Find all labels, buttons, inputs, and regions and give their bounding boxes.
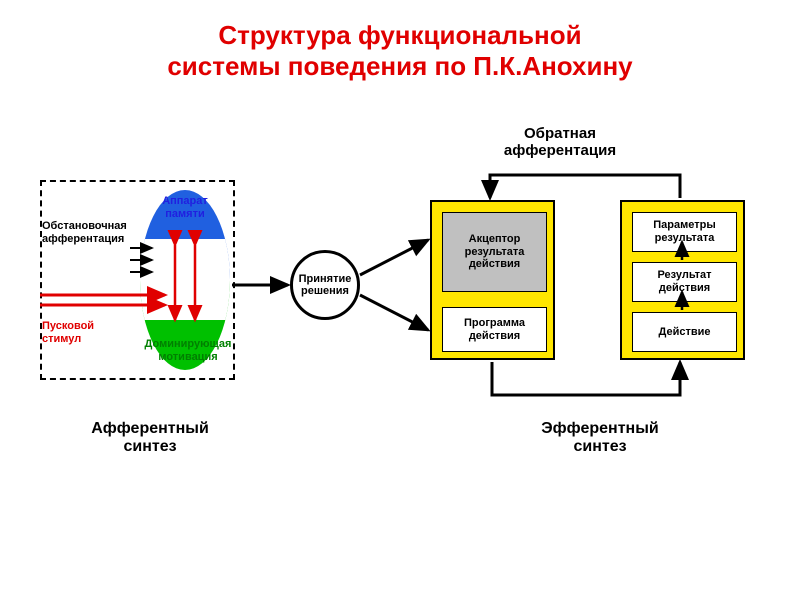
efferent-bottom-label: Эфферентныйсинтез	[520, 420, 680, 457]
diagram: Аппаратпамяти Обстановочнаяафферентация …	[0, 120, 800, 520]
title-line1: Структура функциональной	[218, 20, 581, 50]
page-title: Структура функциональной системы поведен…	[0, 0, 800, 82]
decision-circle: Принятиерешения	[290, 250, 360, 320]
action-box: Действие	[632, 312, 737, 352]
ellipse-center	[140, 239, 230, 320]
context-label: Обстановочнаяафферентация	[42, 220, 137, 245]
efferent-box2: Параметрырезультата Результатдействия Де…	[620, 200, 745, 360]
title-line2: системы поведения по П.К.Анохину	[167, 51, 632, 81]
params-box: Параметрырезультата	[632, 212, 737, 252]
memory-label: Аппаратпамяти	[150, 195, 220, 220]
feedback-label: Обратнаяафферентация	[490, 125, 630, 160]
trigger-label: Пусковойстимул	[42, 320, 112, 345]
motivation-label: Доминирующаямотивация	[138, 338, 238, 363]
efferent-box1: Акцепторрезультатадействия Программадейс…	[430, 200, 555, 360]
acceptor-box: Акцепторрезультатадействия	[442, 212, 547, 292]
program-box: Программадействия	[442, 307, 547, 352]
result-box: Результатдействия	[632, 262, 737, 302]
afferent-bottom-label: Афферентныйсинтез	[80, 420, 220, 457]
